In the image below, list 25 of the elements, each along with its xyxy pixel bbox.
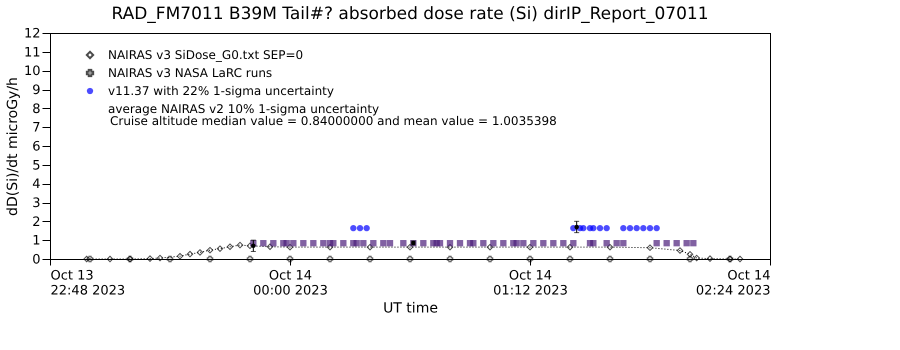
x-axis-title: UT time xyxy=(383,300,438,316)
legend-label: NAIRAS v3 NASA LaRC runs xyxy=(108,66,272,80)
y-tick-label: 2 xyxy=(32,214,40,230)
annotation: average NAIRAS v2 10% 1-sigma uncertainty xyxy=(108,102,380,116)
x-tick-label: Oct 14 02:24 2023 xyxy=(696,268,770,298)
legend-label: NAIRAS v3 SiDose_G0.txt SEP=0 xyxy=(108,48,304,62)
y-tick-label: 7 xyxy=(32,120,40,136)
y-tick-label: 4 xyxy=(32,177,40,192)
x-tick-label: Oct 14 00:00 2023 xyxy=(253,268,328,298)
y-tick-label: 10 xyxy=(24,64,40,80)
x-tick-label: Oct 14 01:12 2023 xyxy=(493,268,568,298)
y-axis-title: dD(Si)/dt microGy/h xyxy=(4,77,21,216)
y-tick-label: 1 xyxy=(32,234,40,249)
y-tick-label: 6 xyxy=(32,140,40,154)
y-tick-label: 11 xyxy=(24,45,40,60)
x-tick-label: Oct 13 22:48 2023 xyxy=(50,268,126,298)
y-tick-label: 5 xyxy=(32,158,40,174)
annotation: Cruise altitude median value = 0.84000000 and mean value = 1.0035398 xyxy=(110,114,557,128)
y-tick-label: 12 xyxy=(24,26,40,42)
chart-title: RAD_FM7011 B39M Tail#? absorbed dose rate (Si) dirIP_Report_07011 xyxy=(111,4,709,24)
y-tick-label: 0 xyxy=(32,252,40,268)
y-tick-label: 9 xyxy=(32,83,40,98)
y-tick-label: 3 xyxy=(32,196,40,211)
legend-label: v11.37 with 22% 1-sigma uncertainty xyxy=(108,84,334,98)
y-tick-label: 8 xyxy=(32,102,40,117)
